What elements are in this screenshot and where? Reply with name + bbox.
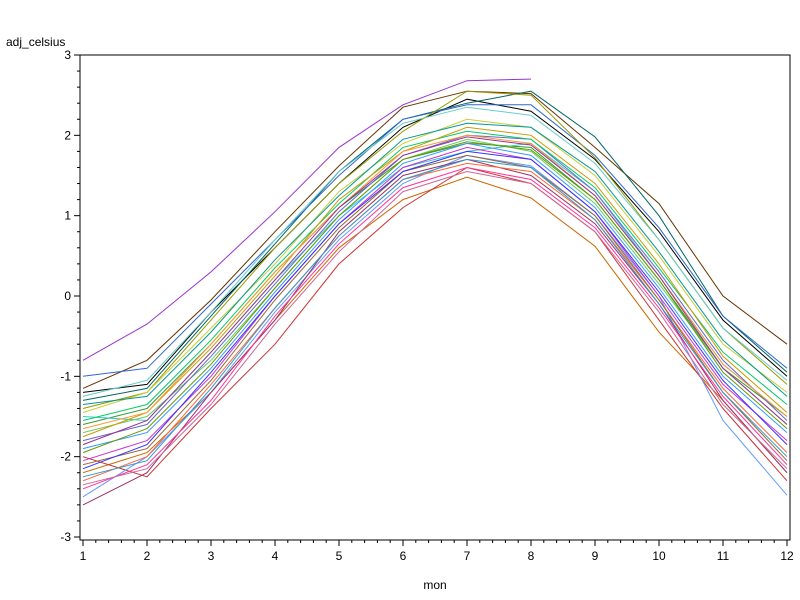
x-tick-label: 10 [652,549,666,563]
y-tick-label: 0 [64,289,71,303]
y-tick-label: 3 [64,48,71,62]
x-tick-label: 12 [780,549,794,563]
x-tick-label: 9 [592,549,599,563]
x-tick-label: 6 [400,549,407,563]
x-tick-label: 5 [336,549,343,563]
series-line [82,126,788,438]
y-tick-label: 2 [64,128,71,142]
x-axis-title: mon [423,578,446,592]
x-tick-label: 1 [80,549,87,563]
series-line [82,166,788,490]
x-tick-label: 7 [464,549,471,563]
series-line [82,142,788,450]
series-line [82,150,788,470]
x-tick-label: 2 [144,549,151,563]
series-line [82,78,532,361]
series-line [82,146,788,462]
x-tick-label: 11 [717,549,730,563]
y-tick-label: 1 [64,209,71,223]
series-line [82,154,788,466]
series-line [82,136,788,446]
y-axis-title: adj_celsius [6,35,65,49]
series-line [82,106,788,397]
y-tick-label: -2 [60,450,71,464]
x-tick-label: 4 [272,549,279,563]
series-line [82,170,788,486]
series-line [82,158,788,478]
series-line [82,141,788,454]
x-tick-label: 3 [208,549,215,563]
series-line [82,134,788,442]
series-group [82,78,788,506]
plot-frame [79,54,791,541]
series-line [82,158,788,506]
series-line [82,138,788,434]
x-tick-label: 8 [528,549,535,563]
series-line [82,104,788,377]
series-line [82,90,788,389]
y-tick-label: -3 [60,530,71,544]
y-tick-label: -1 [60,369,71,383]
series-line [82,122,788,405]
series-line [82,166,788,482]
